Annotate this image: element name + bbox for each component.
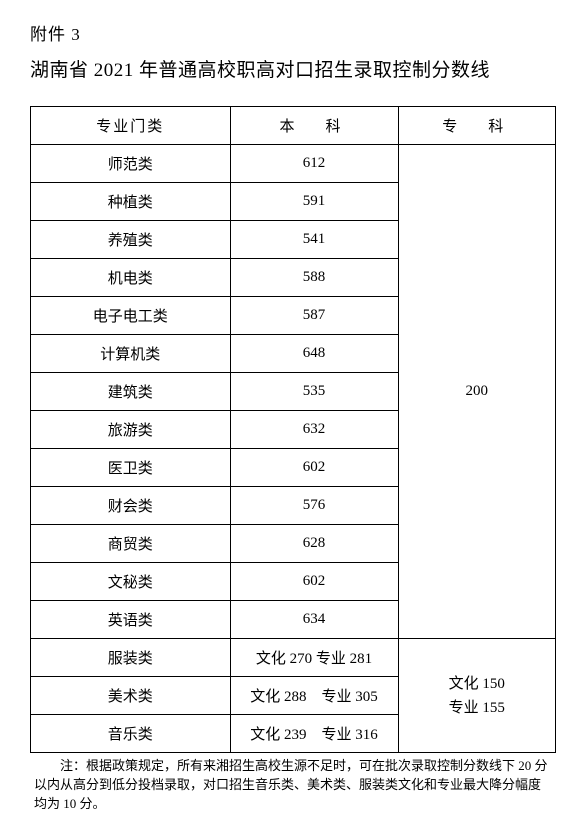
cell-category: 财会类 xyxy=(31,487,231,525)
header-undergrad: 本 科 xyxy=(230,107,398,145)
cell-undergrad: 602 xyxy=(230,449,398,487)
cell-category: 机电类 xyxy=(31,259,231,297)
cell-category: 服装类 xyxy=(31,639,231,677)
cell-undergrad: 632 xyxy=(230,411,398,449)
table-header-row: 专业门类 本 科 专 科 xyxy=(31,107,556,145)
header-junior: 专 科 xyxy=(398,107,556,145)
cell-category: 美术类 xyxy=(31,677,231,715)
cell-undergrad: 587 xyxy=(230,297,398,335)
cell-category: 师范类 xyxy=(31,145,231,183)
cell-category: 文秘类 xyxy=(31,563,231,601)
cell-category: 旅游类 xyxy=(31,411,231,449)
cell-undergrad: 628 xyxy=(230,525,398,563)
cell-undergrad: 612 xyxy=(230,145,398,183)
cell-category: 英语类 xyxy=(31,601,231,639)
cell-undergrad: 648 xyxy=(230,335,398,373)
cell-category: 商贸类 xyxy=(31,525,231,563)
cell-undergrad: 588 xyxy=(230,259,398,297)
cell-category: 音乐类 xyxy=(31,715,231,753)
cell-undergrad: 文化 270 专业 281 xyxy=(230,639,398,677)
cell-undergrad: 576 xyxy=(230,487,398,525)
cell-category: 计算机类 xyxy=(31,335,231,373)
junior-line2: 专业 155 xyxy=(403,696,552,720)
cell-category: 种植类 xyxy=(31,183,231,221)
cell-undergrad: 535 xyxy=(230,373,398,411)
cell-category: 电子电工类 xyxy=(31,297,231,335)
attachment-label: 附件 3 xyxy=(30,20,556,45)
cell-undergrad: 文化 239 专业 316 xyxy=(230,715,398,753)
cell-junior-merged-2: 文化 150 专业 155 xyxy=(398,639,556,753)
header-category: 专业门类 xyxy=(31,107,231,145)
table-row: 师范类 612 200 xyxy=(31,145,556,183)
cell-category: 养殖类 xyxy=(31,221,231,259)
cell-undergrad: 文化 288 专业 305 xyxy=(230,677,398,715)
cell-junior-merged: 200 xyxy=(398,145,556,639)
cell-undergrad: 541 xyxy=(230,221,398,259)
cell-category: 建筑类 xyxy=(31,373,231,411)
cell-undergrad: 634 xyxy=(230,601,398,639)
table-row: 服装类 文化 270 专业 281 文化 150 专业 155 xyxy=(31,639,556,677)
page-title: 湖南省 2021 年普通高校职高对口招生录取控制分数线 xyxy=(30,55,556,82)
score-table: 专业门类 本 科 专 科 师范类 612 200 种植类 591 养殖类 541… xyxy=(30,106,556,753)
cell-category: 医卫类 xyxy=(31,449,231,487)
cell-undergrad: 591 xyxy=(230,183,398,221)
footnote: 注：根据政策规定，所有来湘招生高校生源不足时，可在批次录取控制分数线下 20 分… xyxy=(30,757,556,814)
cell-undergrad: 602 xyxy=(230,563,398,601)
junior-line1: 文化 150 xyxy=(403,672,552,696)
